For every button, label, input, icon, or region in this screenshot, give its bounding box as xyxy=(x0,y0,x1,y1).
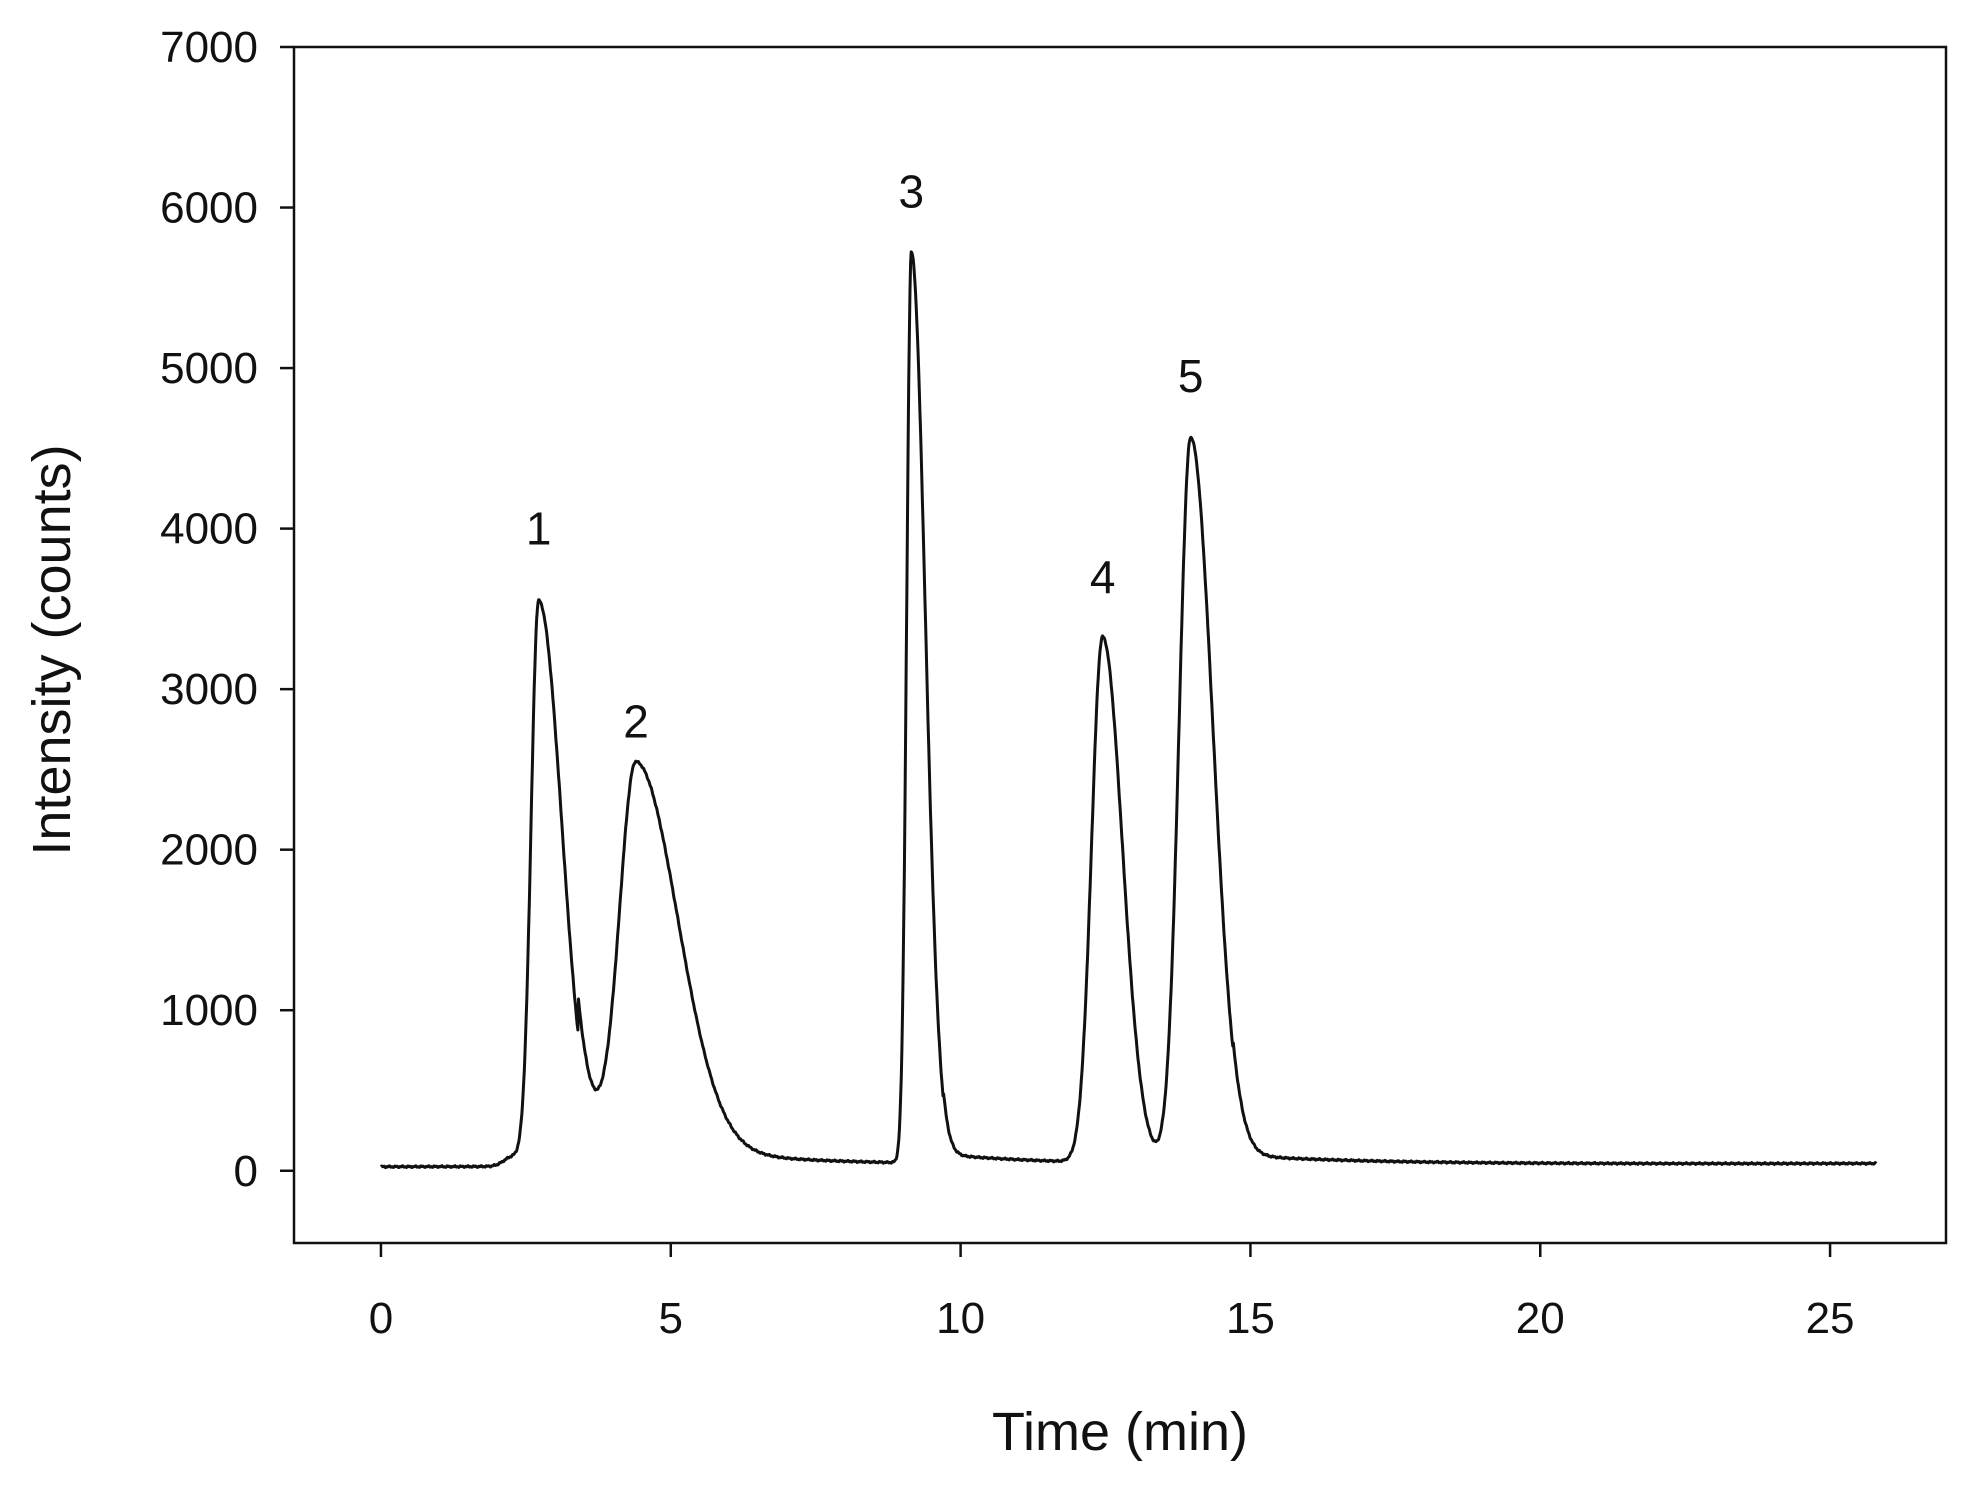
peak-labels: 1 2 3 4 5 xyxy=(526,165,1204,747)
x-axis-ticks: 0 5 10 15 20 25 xyxy=(369,1243,1855,1343)
x-tick-label: 25 xyxy=(1806,1294,1855,1343)
peak-label-4: 4 xyxy=(1090,551,1116,603)
peak-label-5: 5 xyxy=(1178,350,1204,402)
y-tick-label: 6000 xyxy=(160,184,258,233)
y-tick-label: 2000 xyxy=(160,826,258,875)
y-tick-label: 5000 xyxy=(160,344,258,393)
y-axis-title: Intensity (counts) xyxy=(22,444,82,855)
x-tick-label: 10 xyxy=(936,1294,985,1343)
peak-label-2: 2 xyxy=(623,695,649,747)
y-tick-label: 0 xyxy=(234,1147,258,1196)
y-tick-label: 4000 xyxy=(160,505,258,554)
plot-frame xyxy=(292,45,1948,1245)
chromatogram-trace xyxy=(379,250,1878,1170)
y-tick-label: 3000 xyxy=(160,665,258,714)
y-tick-label: 7000 xyxy=(160,23,258,72)
x-tick-label: 5 xyxy=(659,1294,683,1343)
x-tick-label: 20 xyxy=(1516,1294,1565,1343)
peak-label-1: 1 xyxy=(526,503,552,555)
y-tick-label: 1000 xyxy=(160,986,258,1035)
peak-label-3: 3 xyxy=(899,165,925,217)
x-tick-label: 15 xyxy=(1226,1294,1275,1343)
y-axis-ticks: 0 1000 2000 3000 4000 5000 6000 7000 xyxy=(160,23,294,1196)
x-axis-title: Time (min) xyxy=(992,1402,1248,1462)
x-tick-label: 0 xyxy=(369,1294,393,1343)
